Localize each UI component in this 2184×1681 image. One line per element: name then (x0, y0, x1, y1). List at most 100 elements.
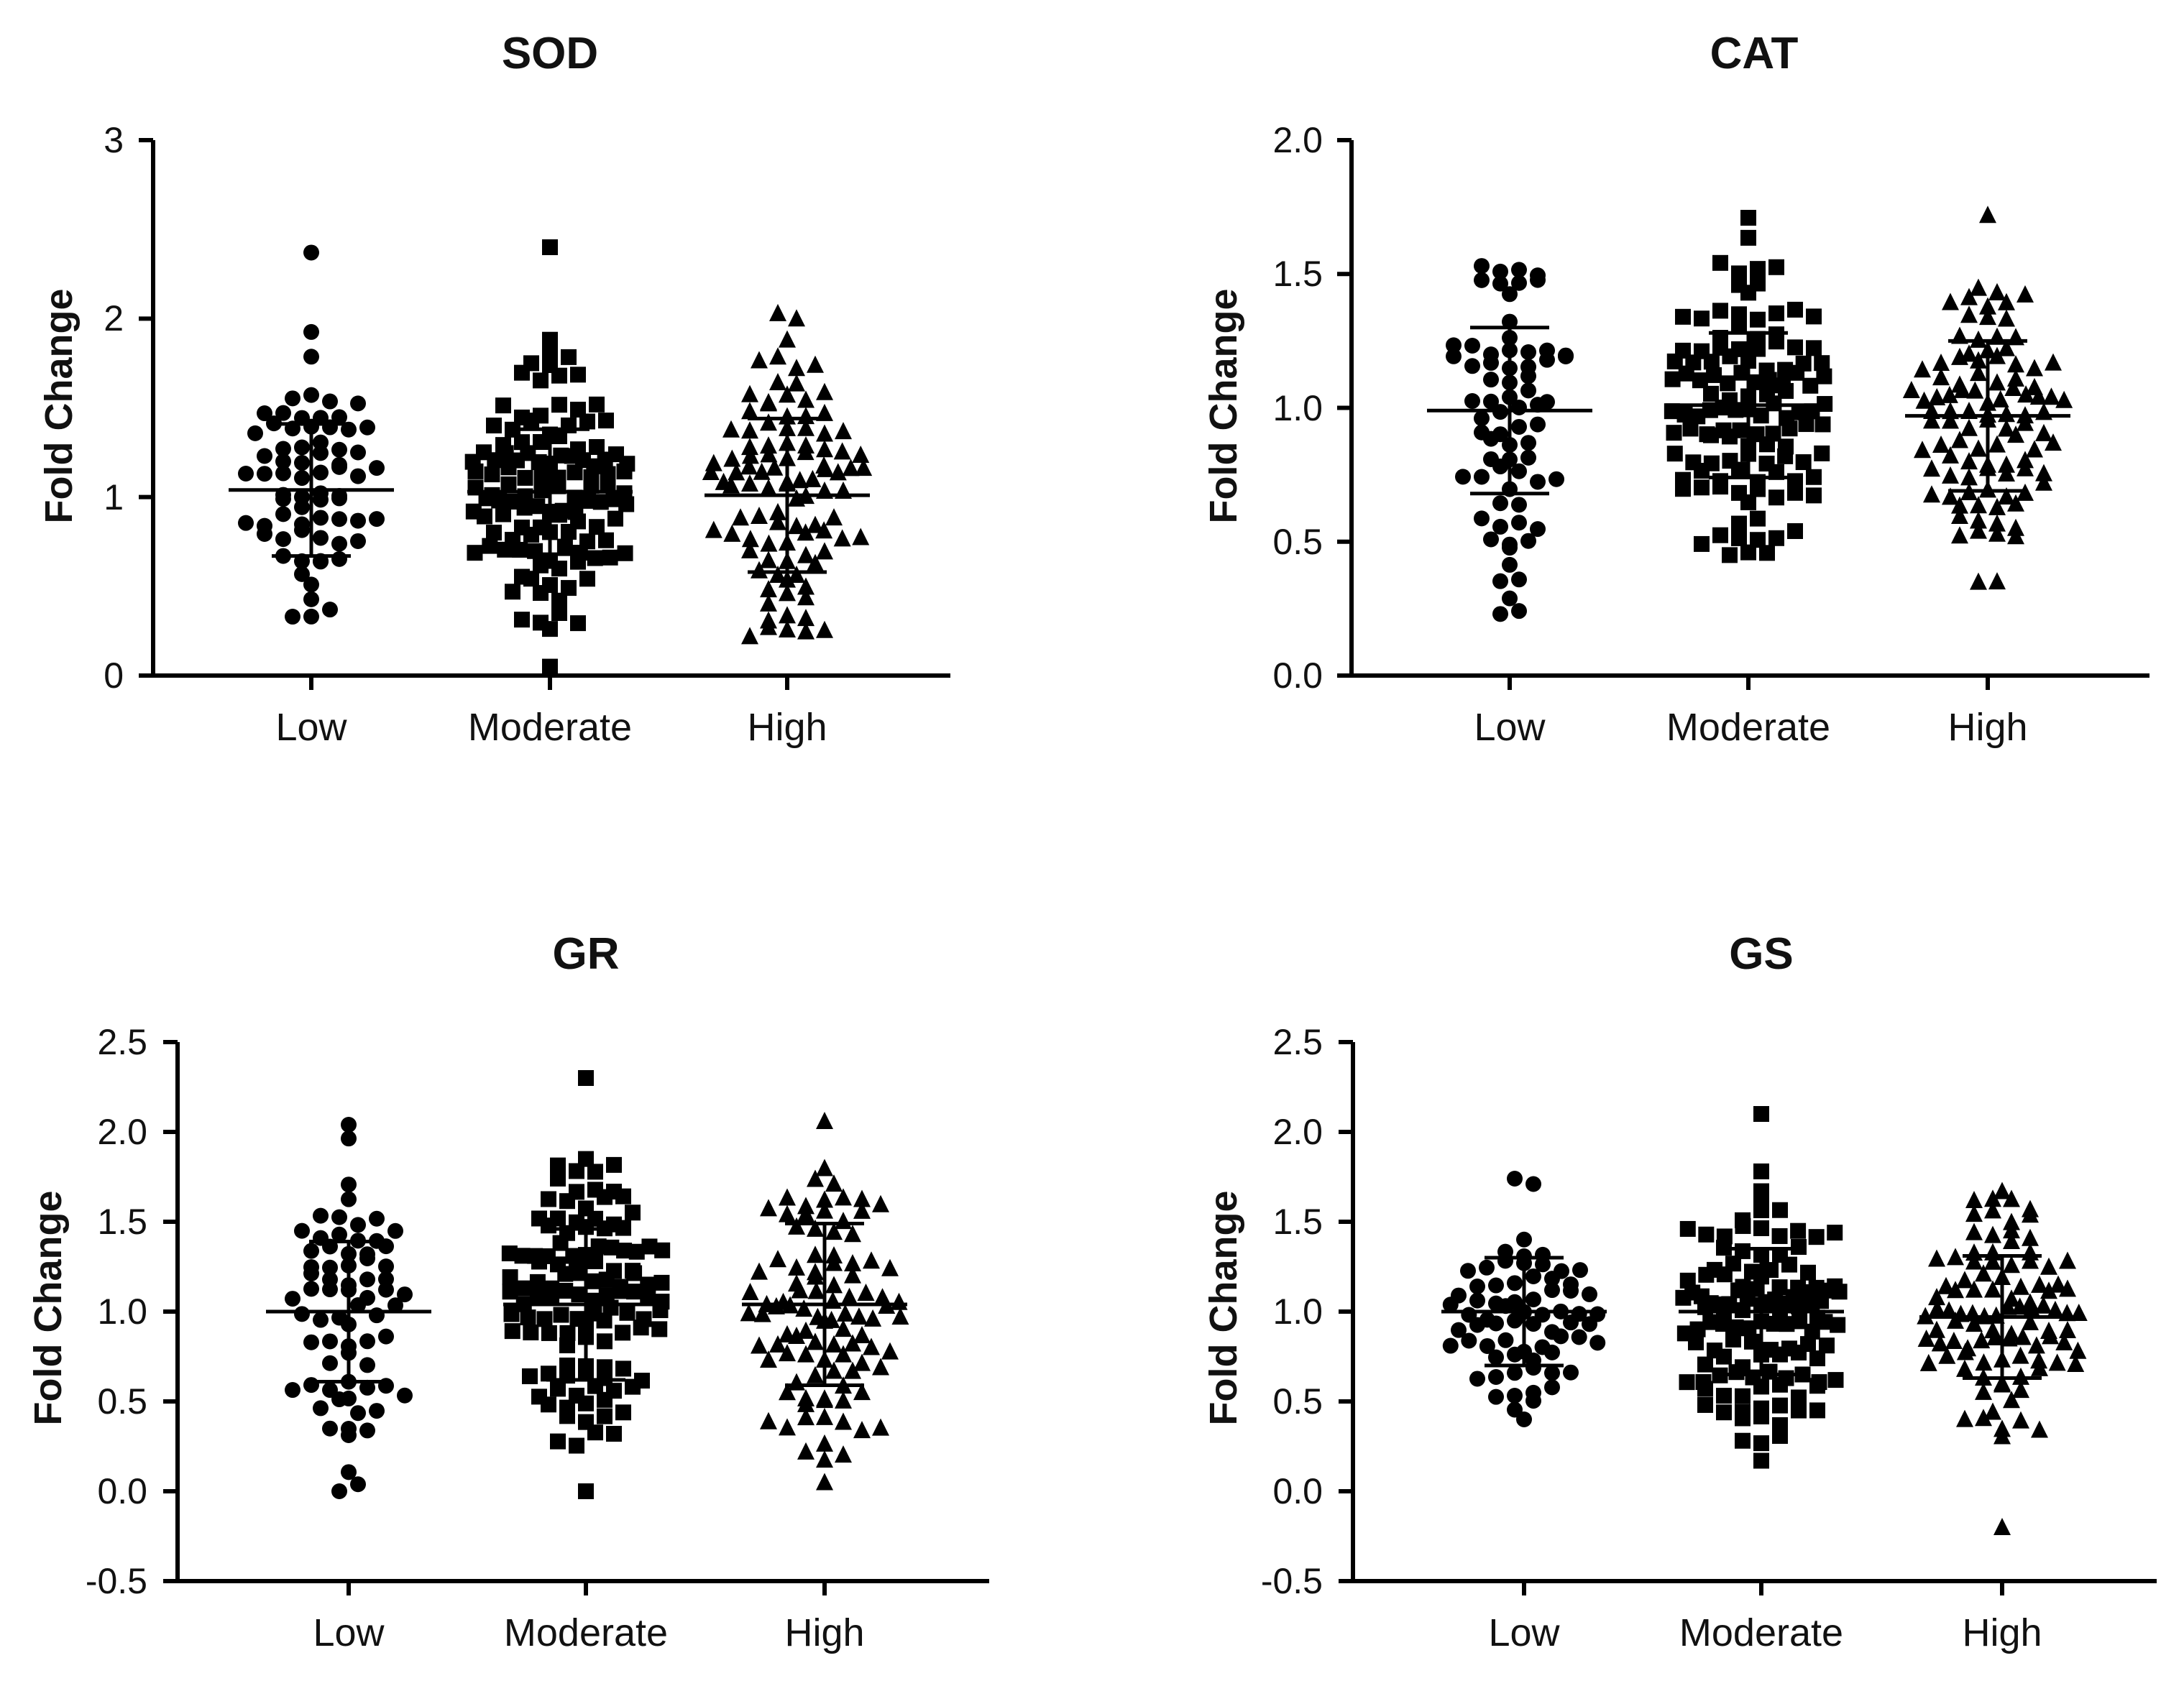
gs-low-data-point (1461, 1332, 1477, 1349)
sod-high-data-point (740, 457, 758, 475)
gs-low-data-point (1563, 1282, 1579, 1299)
cat-high-data-point (1942, 487, 1959, 505)
gr-high-data-point (807, 1267, 824, 1285)
gr-high-data-point (853, 1189, 871, 1207)
cat-low-data-point (1520, 449, 1536, 466)
gr-moderate-data-point (515, 1280, 532, 1297)
gs-low-data-point (1507, 1171, 1523, 1187)
cat-high-data-point (2029, 387, 2047, 405)
gr-high-data-point (753, 1304, 771, 1322)
gr-moderate-data-point (615, 1188, 631, 1205)
sod-low-data-point (331, 490, 347, 507)
gr-high-data-point (760, 1350, 777, 1368)
sod-low-data-point (322, 602, 338, 618)
sod-moderate-data-point (607, 510, 623, 527)
gr-title: GR (553, 929, 620, 979)
gr-high-data-point (779, 1418, 796, 1436)
cat-high-data-point (2007, 494, 2024, 512)
gr-high-data-point (797, 1321, 815, 1339)
cat-high-data-point (2042, 387, 2060, 405)
gr-high-data-point (825, 1253, 843, 1271)
sod-high-data-point (797, 418, 815, 436)
sod-low-data-point (294, 470, 310, 487)
cat-high-data-point (2035, 473, 2052, 491)
cat-moderate-data-point (1712, 527, 1728, 543)
gr-moderate-data-point (606, 1426, 622, 1442)
sod-high-data-point (769, 502, 786, 520)
gs-moderate-data-point (1831, 1284, 1848, 1300)
cat-low-data-point (1530, 397, 1546, 413)
cat-high-data-point (1902, 381, 1920, 399)
gr-high-data-point (816, 1201, 833, 1219)
gr-y-tick-label: 0.0 (97, 1471, 147, 1511)
sod-high-data-point (760, 534, 778, 552)
gs-moderate-data-point (1725, 1331, 1741, 1348)
gs-moderate-data-point (1715, 1316, 1731, 1332)
cat-low-data-point (1474, 258, 1490, 275)
gr-moderate-data-point (640, 1276, 656, 1293)
cat-low-data-point (1511, 399, 1527, 415)
cat-moderate-points (1664, 210, 1833, 563)
sod-moderate-data-point (491, 492, 508, 509)
gs-low-data-point (1516, 1411, 1532, 1427)
sod-moderate-data-point (570, 401, 586, 418)
gr-y-tick-label: 1.0 (97, 1291, 147, 1332)
cat-moderate-data-point (1814, 416, 1831, 433)
gr-high-data-point (807, 1332, 824, 1350)
cat-high-data-point (1988, 514, 2006, 532)
gr-moderate-data-point (587, 1424, 603, 1441)
cat-low-data-point (1511, 497, 1527, 513)
gr-moderate-data-point (522, 1368, 538, 1385)
cat-high-data-point (1970, 511, 1987, 529)
gr-high-data-point (741, 1282, 759, 1300)
cat-high-data-point (1998, 464, 2015, 482)
gs-low-data-point (1571, 1329, 1587, 1345)
cat-high-data-point (1923, 411, 1940, 429)
gr-high-data-point (836, 1304, 854, 1322)
sod-moderate-data-point (495, 506, 511, 522)
sod-high-data-point (833, 529, 851, 547)
gs-moderate-data-point (1794, 1366, 1811, 1383)
cat-low-data-point (1492, 263, 1508, 280)
gs-low-data-point (1507, 1365, 1523, 1381)
gr-low-data-point (350, 1217, 366, 1233)
gs-high-data-point (2048, 1353, 2066, 1371)
sod-moderate-data-point (486, 525, 502, 541)
gs-moderate-data-point (1791, 1389, 1807, 1406)
sod-moderate-data-point (523, 571, 539, 587)
cat-high-data-point (1998, 419, 2015, 437)
cat-high-data-point (2035, 423, 2052, 441)
cat-low-data-point (1492, 275, 1508, 292)
cat-y-axis-title: Fold Change (1202, 289, 1245, 524)
gs-moderate-data-point (1808, 1279, 1825, 1296)
gr-low-data-point (331, 1226, 347, 1243)
gs-moderate-data-point (1809, 1350, 1825, 1367)
gs-moderate-data-point (1753, 1378, 1769, 1395)
sod-high-data-point (835, 422, 852, 440)
sod-low-data-point (313, 530, 329, 546)
gs-high-data-point (2014, 1327, 2032, 1345)
gs-high-data-point (2031, 1358, 2048, 1376)
sod-high-data-point (807, 355, 824, 373)
gs-moderate-data-point (1808, 1229, 1825, 1245)
sod-moderate-data-point (478, 490, 495, 507)
gs-moderate-data-point (1804, 1323, 1820, 1340)
gr-high-data-point (825, 1335, 843, 1353)
gs-moderate-data-point (1679, 1220, 1696, 1237)
gr-moderate-data-point (597, 1333, 612, 1350)
gr-low-data-point (387, 1297, 403, 1314)
sod-low-data-point (303, 387, 319, 403)
gr-high-data-point (835, 1345, 852, 1363)
gs-moderate-data-point (1716, 1388, 1732, 1404)
sod-low-points (238, 244, 385, 625)
cat-moderate-data-point (1678, 365, 1694, 382)
gs-moderate-data-point (1791, 1344, 1807, 1360)
sod-high-data-point (723, 449, 741, 467)
gr-moderate-data-point (625, 1205, 641, 1221)
gs-high-data-point (2034, 1296, 2052, 1314)
gr-moderate-data-point (640, 1290, 656, 1307)
gr-moderate-data-point (606, 1156, 622, 1173)
cat-moderate-data-point (1806, 308, 1822, 325)
cat-low-data-point (1474, 410, 1490, 427)
